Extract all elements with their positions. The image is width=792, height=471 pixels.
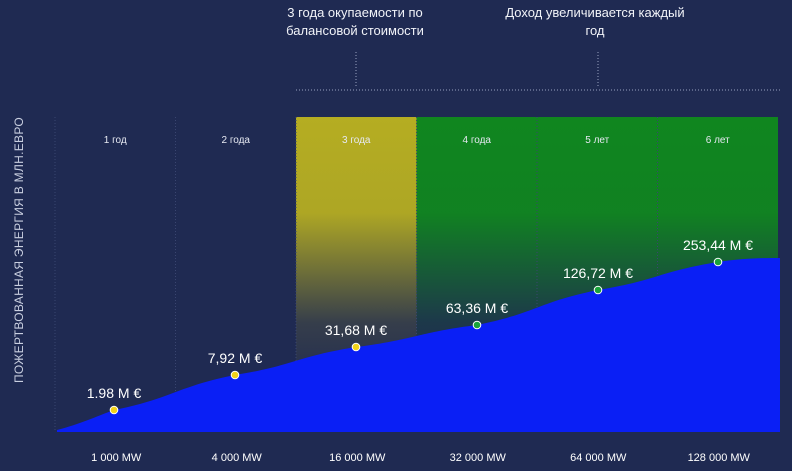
annotation-payback: 3 года окупаемости по балансовой стоимос… bbox=[286, 5, 424, 38]
x-tick-label: 4 000 MW bbox=[212, 452, 263, 464]
x-tick-label: 1 000 MW bbox=[91, 452, 142, 464]
data-point bbox=[593, 285, 603, 295]
data-label: 7,92 M € bbox=[208, 350, 263, 366]
period-label: 4 года bbox=[462, 135, 491, 146]
data-point bbox=[351, 342, 361, 352]
period-label: 1 год bbox=[104, 135, 127, 146]
data-label: 1.98 M € bbox=[87, 385, 142, 401]
data-point bbox=[109, 405, 119, 415]
period-label: 3 года bbox=[342, 135, 371, 146]
x-tick-label: 128 000 MW bbox=[688, 452, 751, 464]
x-tick-label: 16 000 MW bbox=[329, 452, 386, 464]
revenue-area bbox=[57, 258, 780, 432]
x-tick-label: 64 000 MW bbox=[570, 452, 627, 464]
data-point bbox=[472, 320, 482, 330]
data-label: 126,72 M € bbox=[563, 265, 633, 281]
x-tick-label: 32 000 MW bbox=[450, 452, 507, 464]
annotation-income: Доход увеличивается каждый год bbox=[505, 5, 685, 38]
data-label: 253,44 M € bbox=[683, 237, 753, 253]
period-label: 2 года bbox=[221, 135, 250, 146]
data-point bbox=[713, 257, 723, 267]
period-label: 5 лет bbox=[585, 135, 609, 146]
data-point bbox=[230, 370, 240, 380]
data-label: 63,36 M € bbox=[446, 300, 508, 316]
period-label: 6 лет bbox=[706, 135, 730, 146]
data-label: 31,68 M € bbox=[325, 322, 387, 338]
